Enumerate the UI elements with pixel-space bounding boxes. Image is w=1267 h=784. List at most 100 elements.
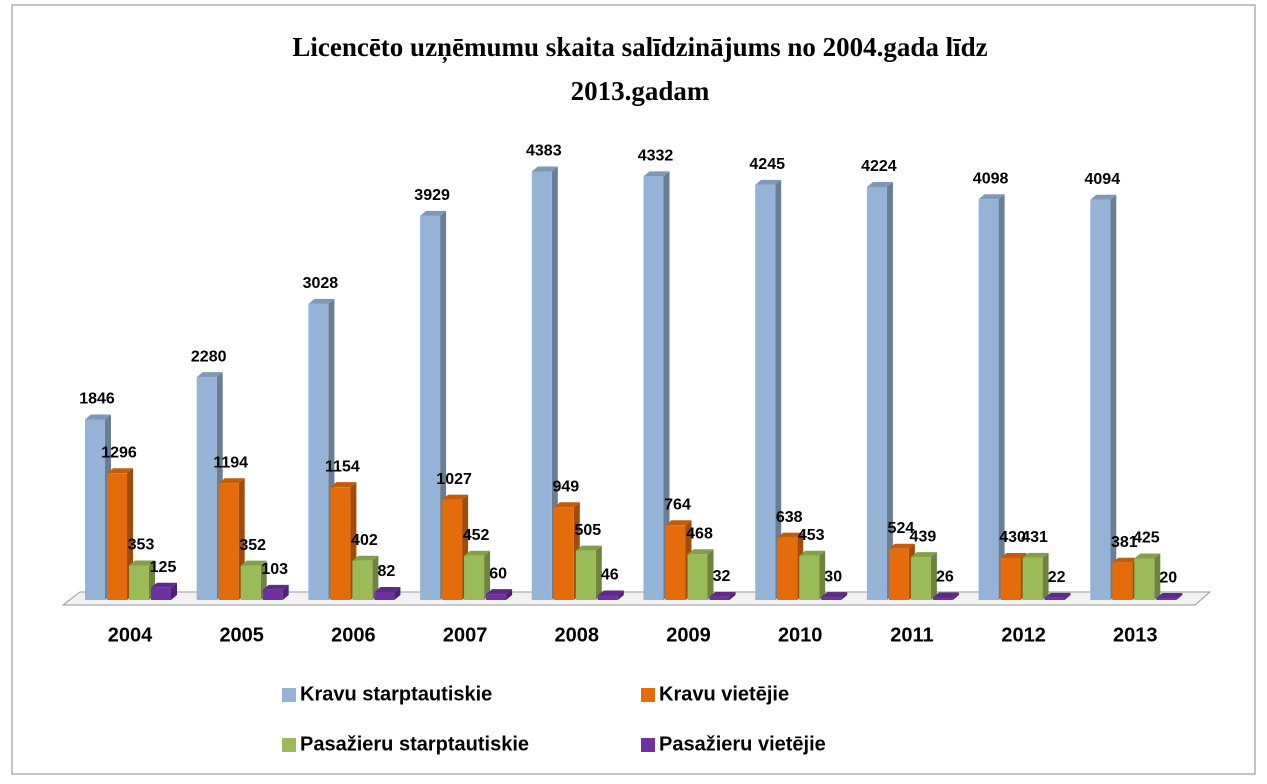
bar-face: [1176, 593, 1183, 600]
bar-face: [484, 550, 491, 600]
bar-face: [262, 584, 289, 590]
bar-face: [551, 166, 558, 600]
bar-face: [464, 555, 485, 600]
bar-face: [1064, 592, 1071, 600]
bar-face: [687, 549, 714, 555]
data-label: 1846: [79, 391, 115, 408]
bar-face: [932, 597, 953, 600]
bar-face: [374, 586, 401, 592]
data-label: 352: [239, 537, 266, 554]
data-label: 638: [776, 509, 803, 526]
bar: [531, 166, 558, 600]
bar: [687, 549, 714, 600]
bar-face: [707, 549, 714, 600]
data-label: 524: [888, 520, 915, 537]
bar-face: [1154, 553, 1161, 600]
bar-face: [85, 414, 111, 420]
data-label: 3028: [303, 275, 339, 292]
data-label: 4094: [1085, 171, 1121, 188]
bar-face: [531, 166, 558, 172]
data-label: 402: [351, 532, 378, 549]
bar-face: [1044, 597, 1065, 600]
bar-face: [1134, 553, 1161, 559]
bar-face: [799, 550, 826, 556]
bar-face: [910, 557, 931, 600]
data-label: 20: [1159, 569, 1177, 586]
bar-face: [553, 502, 580, 508]
data-label: 1194: [213, 454, 248, 471]
x-tick-label: 2005: [219, 624, 264, 646]
x-tick-label: 2012: [1001, 624, 1046, 646]
bar-face: [1022, 557, 1043, 600]
bar-face: [129, 560, 155, 566]
data-label: 22: [1048, 569, 1066, 586]
bar-face: [709, 596, 730, 600]
data-label: 30: [824, 568, 842, 585]
data-label: 4332: [638, 148, 674, 165]
bar-face: [240, 565, 261, 600]
bar-face: [1022, 552, 1049, 558]
bar-face: [886, 181, 893, 600]
bar-face: [1090, 199, 1111, 600]
bar-face: [553, 507, 574, 600]
bar-face: [308, 298, 335, 304]
data-label: 505: [574, 522, 601, 539]
bar-face: [171, 582, 177, 600]
data-label: 1296: [101, 444, 137, 461]
bar-face: [107, 473, 127, 600]
bar-face: [486, 589, 513, 595]
bar-face: [1156, 598, 1177, 600]
bar-face: [85, 419, 105, 600]
bar: [978, 194, 1005, 600]
bar-face: [595, 545, 602, 600]
data-label: 46: [601, 567, 619, 584]
data-label: 125: [150, 559, 177, 576]
bar: [932, 592, 959, 600]
bar-face: [486, 594, 507, 600]
bar-face: [643, 171, 670, 177]
x-tick-label: 2009: [666, 624, 711, 646]
data-label: 353: [128, 537, 155, 554]
bar-face: [352, 560, 373, 600]
bar-face: [978, 194, 1005, 200]
bar: [575, 545, 602, 600]
bar-face: [531, 171, 552, 600]
bar-face: [643, 176, 664, 600]
data-label: 425: [1133, 530, 1160, 547]
bar-face: [755, 184, 776, 600]
bar-face: [1000, 552, 1027, 558]
bar-face: [597, 595, 618, 600]
bar-face: [506, 589, 513, 600]
bar-face: [841, 592, 848, 600]
data-label: 82: [378, 563, 396, 580]
bar-face: [394, 586, 401, 600]
data-label: 4224: [861, 158, 897, 175]
bar-face: [819, 550, 826, 600]
bar: [151, 582, 177, 600]
bar-face: [1042, 552, 1049, 600]
bar-face: [617, 590, 624, 600]
data-label: 2280: [191, 348, 227, 365]
bar-face: [930, 552, 937, 600]
bar-face: [151, 582, 177, 588]
bar-face: [420, 210, 447, 216]
bar-face: [129, 565, 149, 600]
bar-face: [998, 194, 1005, 600]
bar: [1090, 194, 1117, 600]
data-label: 32: [713, 568, 731, 585]
bar-face: [910, 552, 937, 558]
bar: [1134, 553, 1161, 600]
bar: [352, 555, 379, 600]
data-label: 4245: [749, 156, 785, 173]
data-label: 452: [463, 527, 490, 544]
legend-marker: [282, 688, 296, 702]
bar-face: [775, 179, 782, 600]
bar-face: [196, 377, 217, 600]
bar: [464, 550, 491, 600]
bar-face: [240, 560, 267, 566]
bar-face: [866, 181, 893, 187]
legend-label: Pasažieru starptautiskie: [300, 733, 529, 755]
bar: [1022, 552, 1049, 600]
